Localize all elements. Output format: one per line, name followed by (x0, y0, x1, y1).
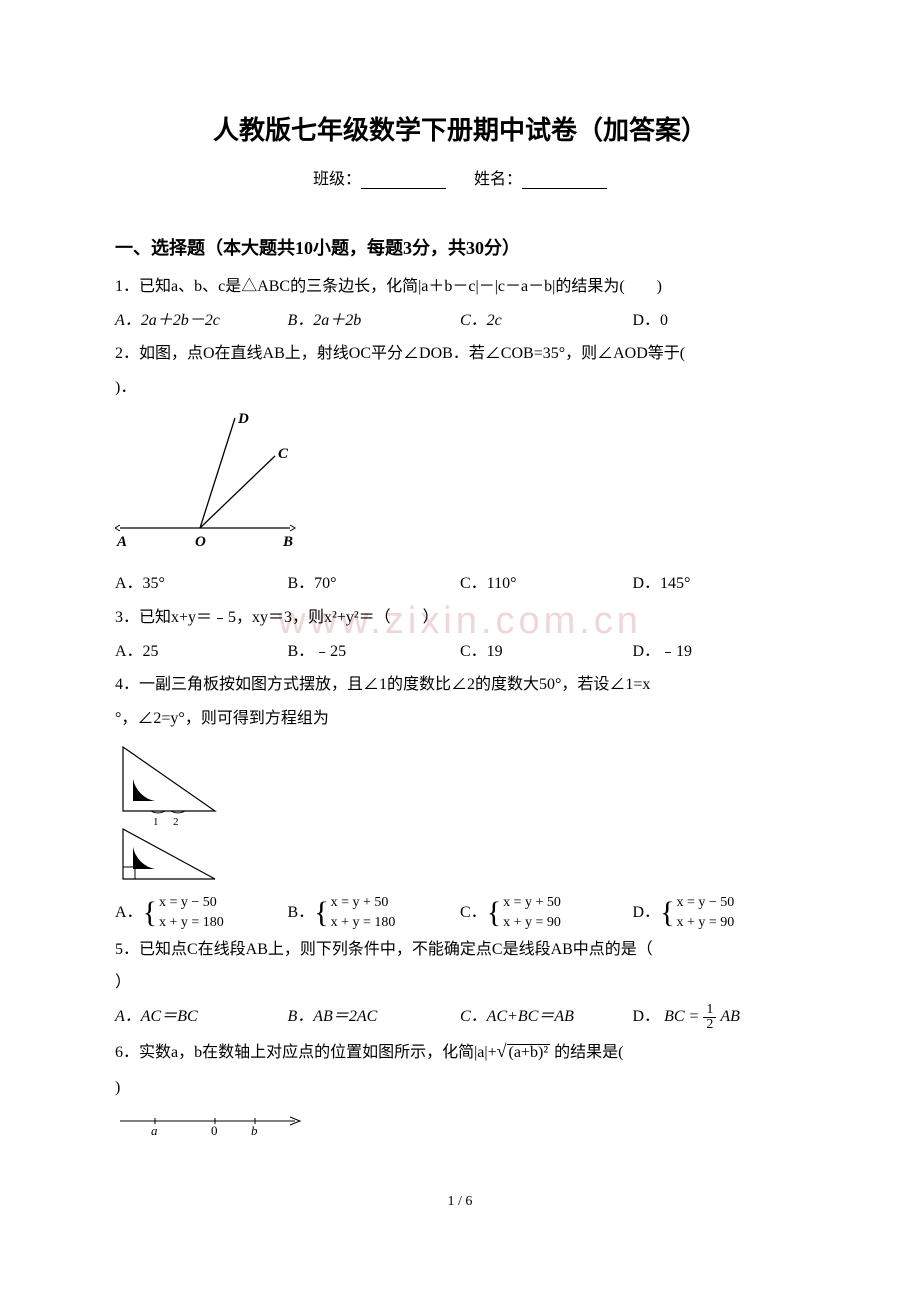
q5-choices: A．AC＝BC B．AB＝2AC C．AC+BC＝AB D． BC = 1 2 … (115, 1000, 805, 1034)
q2-choice-c: C．110° (460, 567, 633, 601)
q5-choice-c: C．AC+BC＝AB (460, 1008, 574, 1025)
q4-d-label: D． (633, 896, 661, 930)
q2-choices: A．35° B．70° C．110° D．145° (115, 567, 805, 601)
svg-text:2: 2 (173, 816, 179, 828)
svg-text:O: O (195, 534, 206, 550)
q6-radicand: (a+b)² (507, 1044, 551, 1061)
q1-stem: 1．已知a、b、c是△ABC的三条边长，化简|a＋b－c|－|c－a－b|的结果… (115, 270, 805, 304)
q4-d-eq2: x + y = 90 (676, 913, 734, 933)
q6-stem-line1: 6．实数a，b在数轴上对应点的位置如图所示，化简|a|+√(a+b)² 的结果是… (115, 1033, 805, 1071)
q3-stem: 3．已知x+y＝﹣5，xy＝3，则x²+y²＝（ ） (115, 601, 805, 635)
q2-stem-b: )． (115, 371, 805, 405)
q2-choice-d: D．145° (633, 567, 806, 601)
q4-stem-b: °，∠2=y°，则可得到方程组为 (115, 702, 805, 736)
q1-choice-c: C．2c (460, 312, 502, 329)
q3-choice-c: C．19 (460, 635, 633, 669)
q6-stem-c: ) (115, 1071, 805, 1105)
q2-choice-b: B．70° (288, 567, 461, 601)
svg-text:C: C (278, 446, 289, 462)
q4-c-eq2: x + y = 90 (503, 913, 561, 933)
q2-stem-a: 2．如图，点O在直线AB上，射线OC平分∠DOB．若∠COB=35°，则∠AOD… (115, 337, 805, 371)
q5-d-prefix: D． (633, 1008, 661, 1025)
q5-choice-a: A．AC＝BC (115, 1008, 198, 1025)
q4-diagram: 1 2 (115, 739, 805, 889)
svg-text:b: b (251, 1123, 258, 1138)
q3-choice-a: A．25 (115, 635, 288, 669)
q5-d-lhs: BC = (664, 1008, 699, 1025)
q4-d-eq1: x = y − 50 (676, 893, 734, 913)
page-title: 人教版七年级数学下册期中试卷（加答案） (115, 110, 805, 147)
q1-choice-d: D．0 (633, 312, 669, 329)
q5-stem-b: ） (115, 966, 805, 1000)
q4-c-label: C． (460, 896, 487, 930)
q4-a-eq1: x = y − 50 (159, 893, 224, 913)
q1-choices: A．2a＋2b－2c B．2a＋2b C．2c D．0 (115, 304, 805, 338)
q4-b-eq2: x + y = 180 (331, 913, 396, 933)
q6-stem-b: 的结果是( (550, 1044, 623, 1061)
page-number: 1 / 6 (115, 1194, 805, 1210)
q6-stem-a: 6．实数a，b在数轴上对应点的位置如图所示，化简|a|+ (115, 1044, 497, 1061)
q4-b-label: B． (288, 896, 315, 930)
q4-b-eq1: x = y + 50 (331, 893, 396, 913)
class-label: 班级： (313, 171, 361, 188)
q4-stem-a: 4．一副三角板按如图方式摆放，且∠1的度数比∠2的度数大50°，若设∠1=x (115, 668, 805, 702)
svg-text:0: 0 (211, 1123, 218, 1138)
class-blank (361, 172, 446, 189)
q4-c-eq1: x = y + 50 (503, 893, 561, 913)
q1-choice-a: A．2a＋2b－2c (115, 312, 220, 329)
q1-choice-b: B．2a＋2b (288, 312, 362, 329)
name-label: 姓名： (474, 171, 522, 188)
q2-choice-a: A．35° (115, 567, 288, 601)
svg-text:B: B (282, 534, 293, 550)
svg-text:a: a (151, 1123, 158, 1138)
q4-a-eq2: x + y = 180 (159, 913, 224, 933)
q3-choices: A．25 B．﹣25 C．19 D．﹣19 (115, 635, 805, 669)
q3-choice-b: B．﹣25 (288, 635, 461, 669)
q2-diagram: A O B C D (115, 408, 805, 563)
q5-d-num: 1 (703, 1003, 716, 1018)
svg-text:A: A (116, 534, 127, 550)
name-blank (522, 172, 607, 189)
q5-choice-b: B．AB＝2AC (288, 1008, 378, 1025)
q4-choices: A． { x = y − 50 x + y = 180 B． { x = y +… (115, 893, 805, 932)
q4-a-label: A． (115, 896, 143, 930)
section-1-heading: 一、选择题（本大题共10小题，每题3分，共30分） (115, 234, 805, 260)
svg-text:1: 1 (153, 816, 159, 828)
student-info-row: 班级： 姓名： (115, 165, 805, 189)
svg-text:D: D (237, 411, 249, 427)
q5-d-rhs: AB (720, 1008, 740, 1025)
q5-stem-a: 5．已知点C在线段AB上，则下列条件中，不能确定点C是线段AB中点的是（ (115, 933, 805, 967)
q5-d-den: 2 (703, 1018, 716, 1032)
q3-choice-d: D．﹣19 (633, 635, 806, 669)
q6-diagram: a 0 b (115, 1109, 805, 1144)
